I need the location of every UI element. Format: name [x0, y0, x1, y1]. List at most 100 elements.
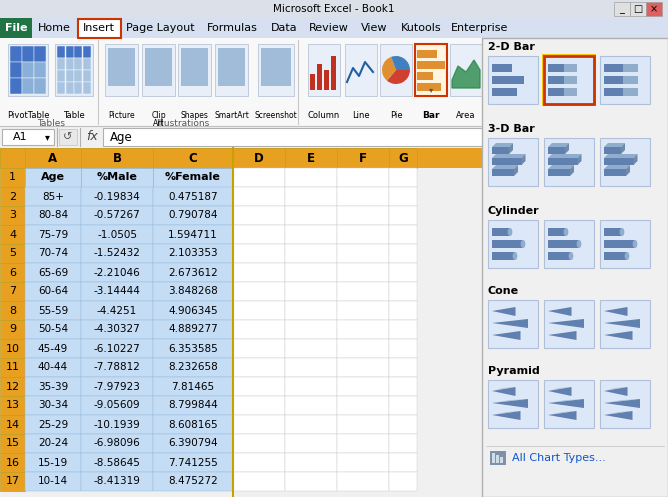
Bar: [25, 263, 81, 282]
Bar: [65, 82, 73, 93]
Text: 80-84: 80-84: [38, 211, 68, 221]
Bar: [604, 158, 633, 165]
Bar: [544, 56, 594, 104]
Text: PivotTable: PivotTable: [7, 111, 49, 120]
Bar: [59, 129, 77, 145]
Bar: [83, 82, 90, 93]
Bar: [604, 252, 627, 260]
Text: 8.608165: 8.608165: [168, 419, 218, 429]
Ellipse shape: [633, 240, 637, 248]
Bar: [415, 44, 447, 96]
Text: 4.906345: 4.906345: [168, 306, 218, 316]
Text: 25-29: 25-29: [38, 419, 68, 429]
Bar: [285, 301, 337, 320]
Bar: [600, 220, 650, 268]
Bar: [389, 225, 417, 244]
Bar: [153, 396, 233, 415]
Bar: [55, 44, 93, 96]
Bar: [25, 358, 81, 377]
Bar: [25, 415, 81, 434]
Polygon shape: [604, 307, 627, 316]
Text: C: C: [188, 152, 197, 165]
Bar: [25, 434, 81, 453]
Bar: [604, 64, 623, 72]
Bar: [34, 78, 45, 93]
Bar: [389, 244, 417, 263]
Bar: [285, 148, 337, 168]
Text: 6: 6: [9, 267, 16, 277]
Bar: [233, 225, 285, 244]
Bar: [10, 78, 21, 93]
Bar: [492, 147, 509, 154]
Text: 0.790784: 0.790784: [168, 211, 218, 221]
Bar: [108, 48, 135, 86]
Text: Art: Art: [153, 118, 164, 128]
Bar: [417, 50, 437, 58]
Text: Cone: Cone: [488, 286, 519, 296]
Bar: [488, 56, 538, 104]
Text: 17: 17: [5, 477, 19, 487]
Bar: [0, 396, 25, 415]
Bar: [233, 396, 285, 415]
Bar: [600, 138, 650, 186]
Bar: [25, 453, 81, 472]
Bar: [233, 206, 285, 225]
Polygon shape: [578, 154, 582, 165]
Bar: [0, 148, 25, 168]
Text: 15-19: 15-19: [38, 458, 68, 468]
Bar: [496, 455, 499, 463]
Bar: [492, 228, 510, 236]
Text: Screenshot: Screenshot: [255, 111, 297, 120]
Text: Charts: Charts: [524, 118, 552, 128]
Bar: [153, 282, 233, 301]
Bar: [485, 44, 517, 96]
Bar: [81, 339, 153, 358]
Text: 14: 14: [5, 419, 19, 429]
Text: 2.673612: 2.673612: [168, 267, 218, 277]
Bar: [285, 244, 337, 263]
Bar: [417, 61, 445, 69]
Text: Review: Review: [309, 23, 349, 33]
Bar: [285, 453, 337, 472]
Bar: [492, 252, 515, 260]
Bar: [233, 263, 285, 282]
Bar: [153, 187, 233, 206]
Text: -0.57267: -0.57267: [94, 211, 140, 221]
Bar: [77, 18, 120, 38]
Text: -8.58645: -8.58645: [94, 458, 140, 468]
Text: 9: 9: [9, 325, 16, 334]
Polygon shape: [604, 143, 625, 147]
Ellipse shape: [568, 252, 573, 260]
Bar: [65, 70, 73, 82]
Bar: [81, 320, 153, 339]
Bar: [488, 220, 538, 268]
Bar: [488, 380, 538, 428]
Polygon shape: [604, 154, 637, 158]
Bar: [417, 72, 433, 80]
Ellipse shape: [508, 228, 512, 236]
Ellipse shape: [512, 252, 518, 260]
Bar: [522, 44, 554, 96]
Text: ×: ×: [650, 4, 658, 14]
Bar: [614, 2, 630, 16]
Text: 6.390794: 6.390794: [168, 438, 218, 448]
Bar: [153, 434, 233, 453]
Bar: [285, 434, 337, 453]
Polygon shape: [604, 411, 633, 420]
Bar: [337, 396, 389, 415]
Bar: [623, 64, 637, 72]
Bar: [544, 138, 594, 186]
Polygon shape: [492, 154, 526, 158]
Bar: [0, 168, 25, 187]
Bar: [65, 46, 73, 58]
Polygon shape: [492, 411, 520, 420]
Polygon shape: [514, 165, 518, 176]
Bar: [389, 320, 417, 339]
Bar: [74, 46, 82, 58]
Bar: [492, 240, 523, 248]
Bar: [389, 472, 417, 491]
Bar: [81, 244, 153, 263]
Text: Illustrations: Illustrations: [156, 119, 210, 129]
Bar: [233, 187, 285, 206]
Bar: [389, 206, 417, 225]
